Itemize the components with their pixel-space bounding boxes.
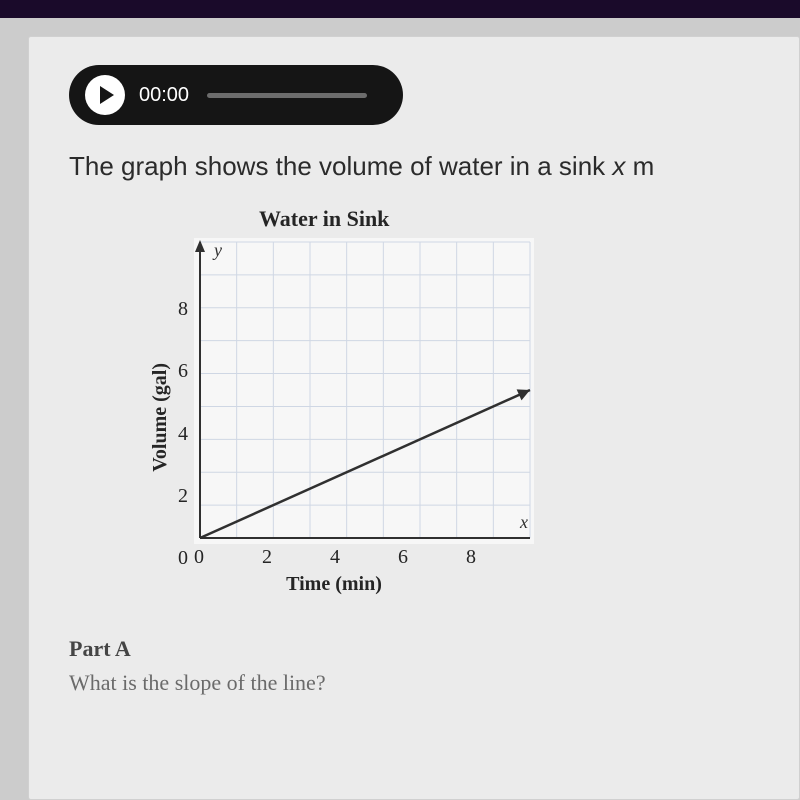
prompt-suffix: m: [625, 151, 654, 181]
play-button[interactable]: [85, 75, 125, 115]
chart-plot: yx: [194, 238, 534, 544]
y-axis-ticks: 8 6 4 2 0: [178, 298, 188, 570]
prompt-variable: x: [612, 151, 625, 181]
x-tick: 0: [194, 546, 262, 569]
x-tick: 6: [398, 546, 466, 569]
chart-svg: yx: [194, 238, 534, 544]
x-axis-label: Time (min): [164, 573, 504, 596]
content-card: 00:00 The graph shows the volume of wate…: [28, 36, 800, 800]
play-icon: [100, 86, 114, 104]
prompt-text: The graph shows the volume of water in a…: [69, 151, 769, 182]
audio-progress-track[interactable]: [207, 93, 367, 98]
svg-text:x: x: [519, 512, 528, 532]
y-tick: 6: [178, 360, 188, 383]
x-tick: 8: [466, 546, 534, 569]
part-heading: Part A: [69, 636, 769, 662]
y-axis-label: Volume (gal): [149, 363, 172, 472]
audio-player[interactable]: 00:00: [69, 65, 403, 125]
window-top-bar: [0, 0, 800, 18]
y-tick: 4: [178, 423, 188, 446]
y-tick: 2: [178, 485, 188, 508]
y-tick: 0: [178, 547, 188, 570]
x-tick: 2: [262, 546, 330, 569]
svg-text:y: y: [212, 240, 222, 260]
page-background: 00:00 The graph shows the volume of wate…: [0, 18, 800, 800]
part-question: What is the slope of the line?: [69, 670, 769, 696]
prompt-prefix: The graph shows the volume of water in a…: [69, 151, 612, 181]
chart-title: Water in Sink: [259, 206, 769, 232]
audio-time: 00:00: [139, 84, 189, 107]
chart-container: Water in Sink Volume (gal) 8 6 4 2 0 yx …: [149, 206, 769, 596]
y-tick: 8: [178, 298, 188, 321]
x-tick: 4: [330, 546, 398, 569]
x-axis-ticks: 0 2 4 6 8: [194, 546, 534, 569]
